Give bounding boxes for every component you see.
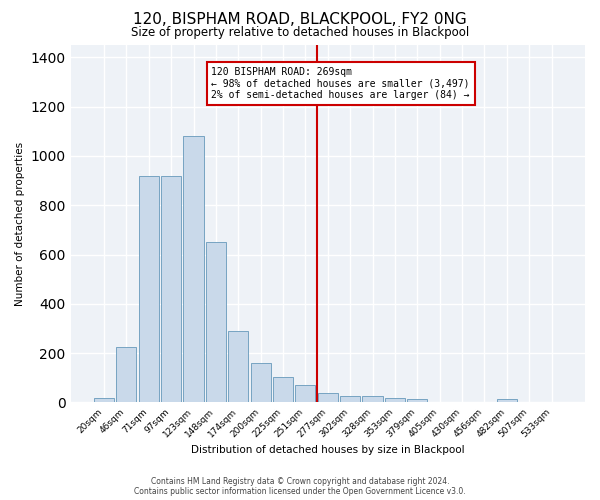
Bar [116, 347, 136, 403]
Bar [407, 399, 427, 402]
Text: 120, BISPHAM ROAD, BLACKPOOL, FY2 0NG: 120, BISPHAM ROAD, BLACKPOOL, FY2 0NG [133, 12, 467, 28]
Text: Contains HM Land Registry data © Crown copyright and database right 2024.
Contai: Contains HM Land Registry data © Crown c… [134, 476, 466, 496]
Bar [94, 398, 114, 402]
Y-axis label: Number of detached properties: Number of detached properties [15, 142, 25, 306]
Bar [362, 396, 383, 402]
Bar [206, 242, 226, 402]
Text: 120 BISPHAM ROAD: 269sqm
← 98% of detached houses are smaller (3,497)
2% of semi: 120 BISPHAM ROAD: 269sqm ← 98% of detach… [211, 67, 470, 100]
Bar [295, 385, 316, 402]
Bar [318, 392, 338, 402]
Bar [184, 136, 203, 402]
Bar [273, 376, 293, 402]
Bar [228, 331, 248, 402]
Bar [340, 396, 360, 402]
Text: Size of property relative to detached houses in Blackpool: Size of property relative to detached ho… [131, 26, 469, 39]
Bar [139, 176, 159, 402]
Bar [161, 176, 181, 402]
Bar [385, 398, 405, 402]
Bar [251, 363, 271, 403]
X-axis label: Distribution of detached houses by size in Blackpool: Distribution of detached houses by size … [191, 445, 464, 455]
Bar [497, 399, 517, 402]
